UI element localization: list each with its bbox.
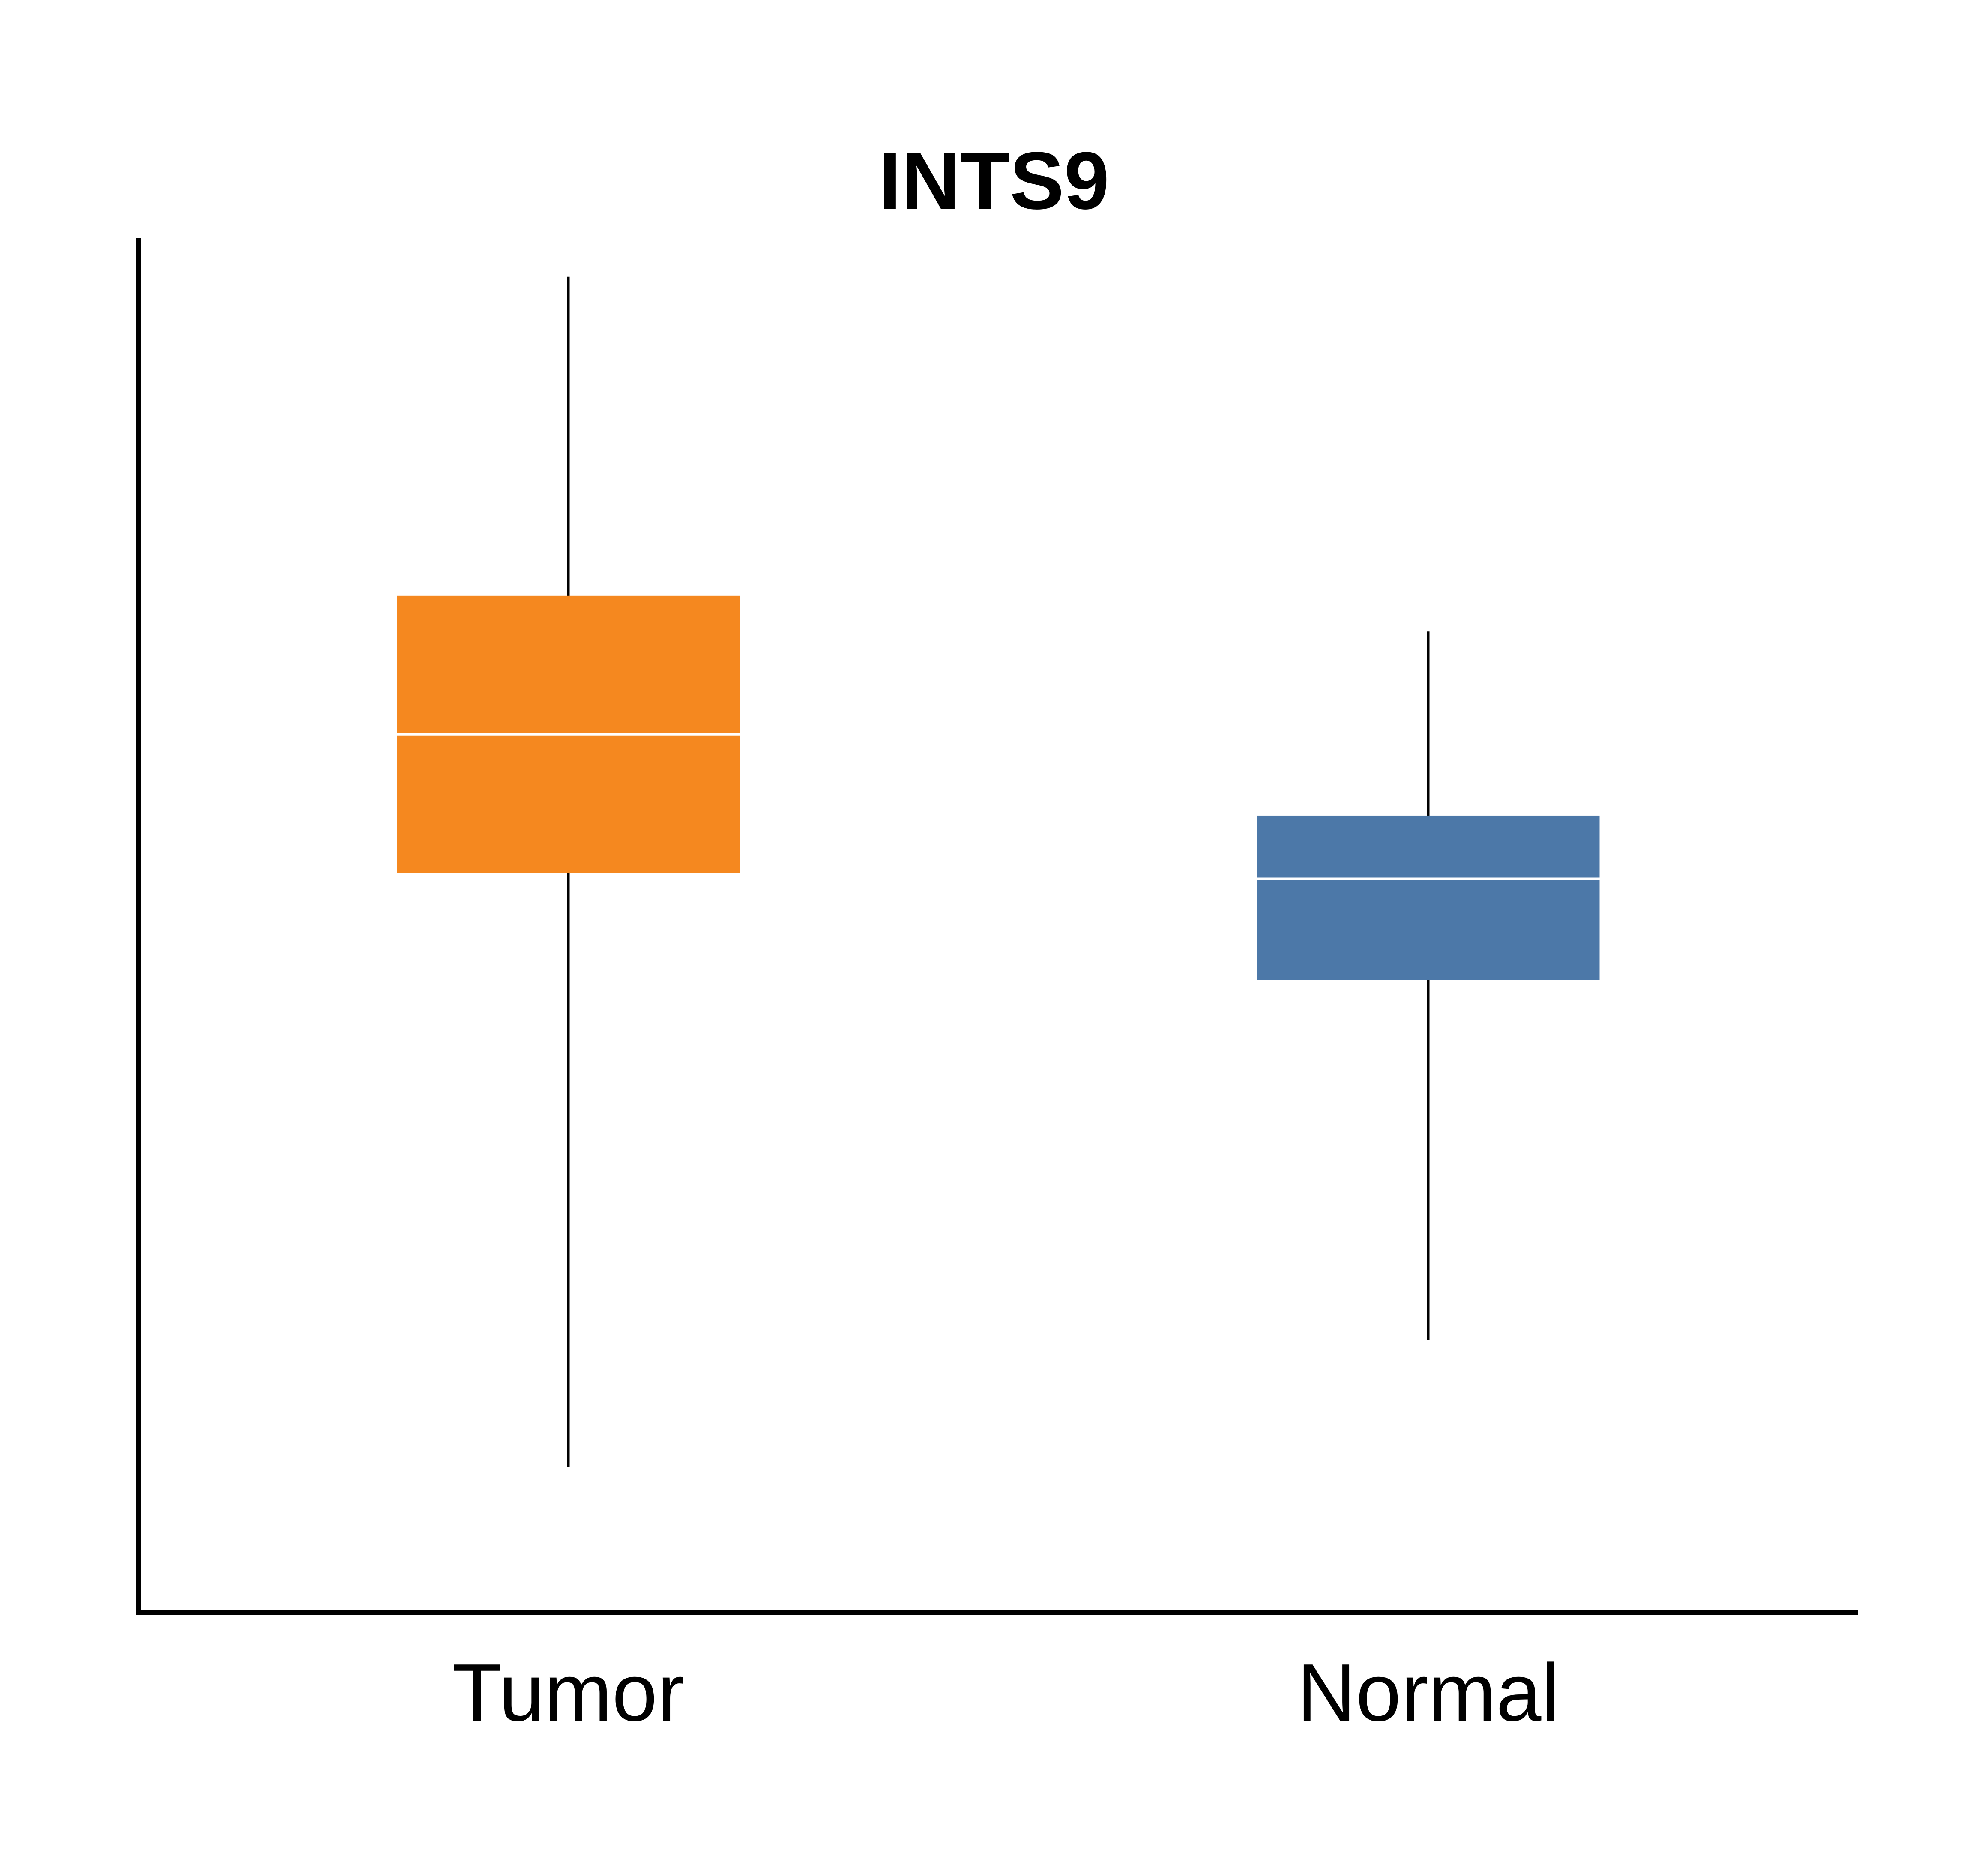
x-tick-label-tumor: Tumor — [452, 1647, 685, 1738]
box-group-tumor — [397, 276, 740, 1467]
box-group-normal — [1257, 631, 1600, 1341]
plot-area — [397, 276, 1600, 1467]
x-tick-labels: Tumor Normal — [452, 1647, 1560, 1738]
chart-title: INTS9 — [879, 135, 1109, 226]
iqr-box-normal — [1257, 815, 1600, 980]
x-tick-label-normal: Normal — [1297, 1647, 1559, 1738]
